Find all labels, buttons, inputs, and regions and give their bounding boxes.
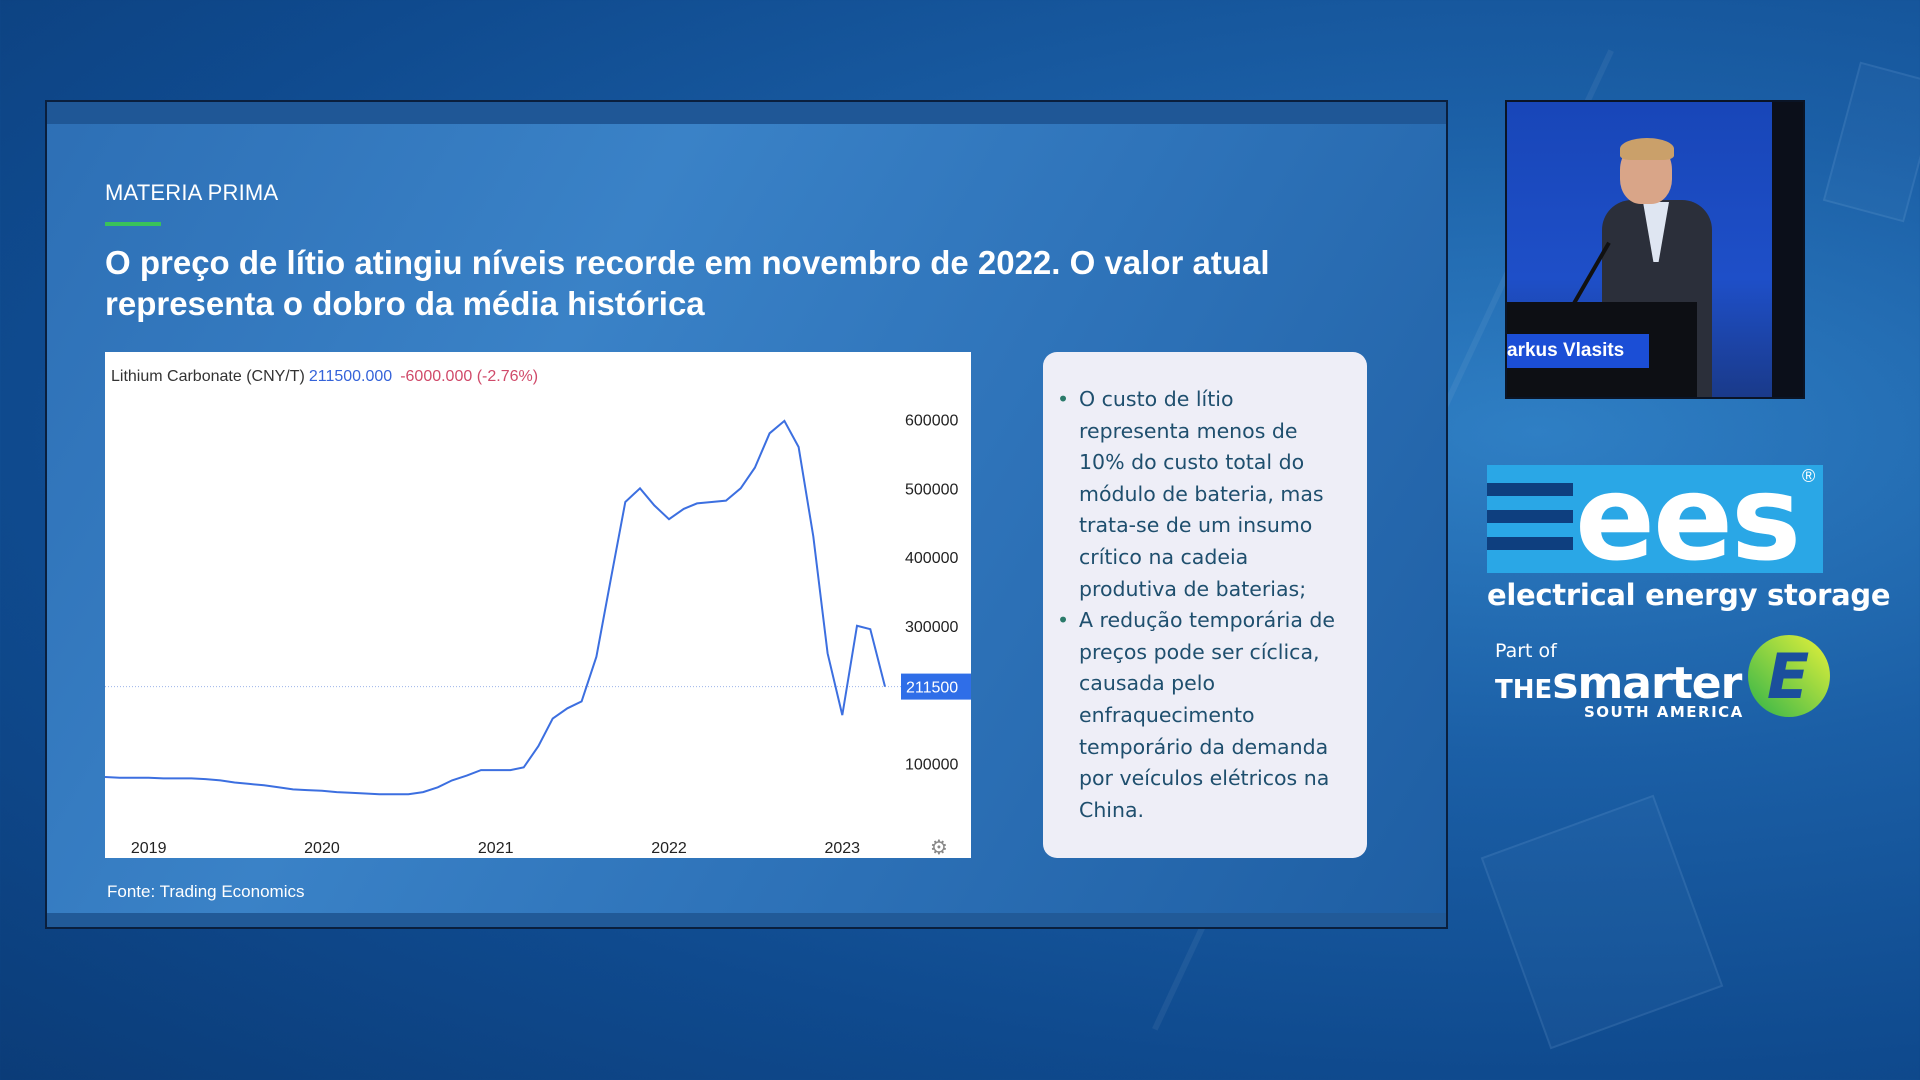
price-chart: 100000 300000 400000 500000 600000 211500 2019… xyxy=(105,352,971,858)
lithium-price-line xyxy=(105,419,886,796)
smarter-e-logo-icon: E xyxy=(1748,635,1830,717)
ees-subtitle: electrical energy storage xyxy=(1487,578,1891,612)
bullet-dot-icon: • xyxy=(1057,387,1070,411)
gear-icon[interactable]: ⚙ xyxy=(930,835,948,858)
the-label: THE xyxy=(1495,675,1553,705)
ees-logo-text: ees xyxy=(1575,449,1801,587)
y-tick-label: 300000 xyxy=(905,619,958,636)
slide-title: O preço de lítio atingiu níveis recorde … xyxy=(105,244,1270,322)
video-dark-side xyxy=(1772,102,1803,397)
background-solar-panel xyxy=(1480,794,1724,1050)
section-label: MATERIA PRIMA xyxy=(105,180,279,205)
last-value-label: 211500 xyxy=(906,680,958,697)
x-tick-label: 2023 xyxy=(824,840,860,857)
speaker-hair xyxy=(1620,138,1674,160)
x-tick-label: 2021 xyxy=(478,840,514,857)
smarter-label: smarter xyxy=(1552,658,1742,709)
chart-canvas: 100000 300000 400000 500000 600000 211500 2019… xyxy=(105,413,971,858)
y-tick-label: 500000 xyxy=(905,481,958,498)
bullet-item: • O custo de lítio representa menos de 10… xyxy=(1057,384,1349,605)
ees-logo: ees xyxy=(1487,453,1823,583)
chart-current-price: 211500.000 xyxy=(308,368,393,385)
x-tick-label: 2022 xyxy=(651,840,687,857)
bullet-card: • O custo de lítio representa menos de 10… xyxy=(1043,352,1367,858)
chart-series-name: Lithium Carbonate (CNY/T) xyxy=(111,368,305,385)
section-underline xyxy=(105,222,161,226)
y-tick-label: 100000 xyxy=(905,756,958,773)
last-value-badge-bg xyxy=(901,673,971,700)
chart-price-change: -6000.000 (-2.76%) xyxy=(400,368,539,385)
registered-mark: ® xyxy=(1802,466,1816,486)
last-value-badge: 211500 xyxy=(901,673,971,700)
y-tick-label: 400000 xyxy=(905,550,958,567)
x-tick-label: 2020 xyxy=(304,840,340,857)
presentation-slide: MATERIA PRIMA O preço de lítio atingiu n… xyxy=(45,100,1448,929)
speaker-name-tag: arkus Vlasits xyxy=(1507,334,1649,368)
background-solar-panel xyxy=(1822,61,1920,223)
y-tick-label: 600000 xyxy=(905,413,958,430)
south-america-label: SOUTH AMERICA xyxy=(1584,703,1744,721)
part-of-label: Part of xyxy=(1495,640,1557,662)
source-note: Fonte: Trading Economics xyxy=(107,882,305,901)
bullet-text: A redução temporária de preços pode ser … xyxy=(1079,608,1336,822)
bullet-list: • O custo de lítio representa menos de 10… xyxy=(1057,384,1349,826)
bullet-text: O custo de lítio representa menos de 10%… xyxy=(1079,387,1324,601)
the-smarter-logo: THEsmarter xyxy=(1495,658,1742,709)
chart-header: Lithium Carbonate (CNY/T) 211500.000 -6000… xyxy=(111,368,538,386)
bullet-item: • A redução temporária de preços pode ser… xyxy=(1057,605,1349,826)
e-logo-letter: E xyxy=(1767,640,1809,713)
x-tick-label: 2019 xyxy=(131,840,167,857)
ees-bars-icon xyxy=(1487,483,1573,564)
speaker-video: arkus Vlasits xyxy=(1505,100,1805,399)
slide-bottom-bar xyxy=(47,913,1446,927)
bullet-dot-icon: • xyxy=(1057,608,1070,633)
slide-top-bar xyxy=(47,102,1446,124)
